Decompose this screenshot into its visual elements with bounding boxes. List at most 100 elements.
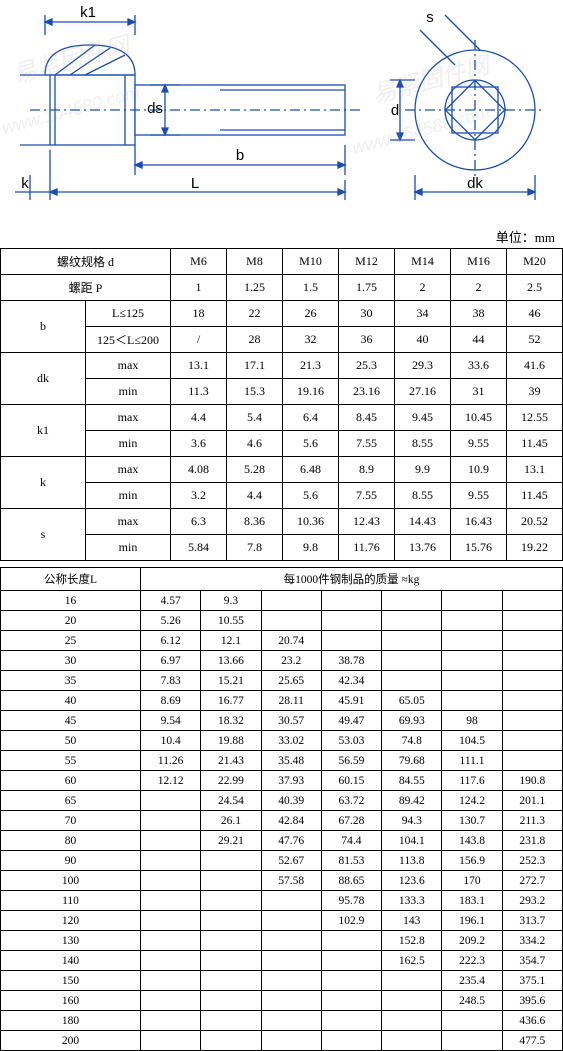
weight-cell: 395.6 [502,991,562,1011]
weight-cell [201,951,261,971]
weight-cell: 16.77 [201,691,261,711]
table-row: 125＜L≤200 /283236404452 [1,327,563,353]
weight-cell [201,991,261,1011]
length-cell: 110 [1,891,141,911]
table-row: 200 477.5 [1,1031,563,1051]
weight-cell: 13.66 [201,651,261,671]
table-row: 11095.78133.3183.1293.2 [1,891,563,911]
weight-cell [141,971,201,991]
length-cell: 45 [1,711,141,731]
weight-cell: 63.72 [321,791,381,811]
weight-cell: 40.39 [261,791,321,811]
diagram-svg: k1 ds b L k s d dk [0,0,563,225]
length-cell: 160 [1,991,141,1011]
length-cell: 40 [1,691,141,711]
length-cell: 90 [1,851,141,871]
table-row: 256.1212.120.74 [1,631,563,651]
length-cell: 120 [1,911,141,931]
weight-cell [261,1031,321,1051]
weight-cell: 60.15 [321,771,381,791]
unit-label: 单位：mm [0,225,563,248]
table-row: min3.64.65.67.558.559.5511.45 [1,431,563,457]
table-row: 180 436.6 [1,1011,563,1031]
weight-cell [261,951,321,971]
table-row: min3.24.45.67.558.559.5511.45 [1,483,563,509]
weight-cell: 19.88 [201,731,261,751]
weight-cell: 88.65 [321,871,381,891]
weight-cell [502,631,562,651]
bolt-diagram: k1 ds b L k s d dk 易紧固件网 www.164580.com … [0,0,563,225]
weight-cell: 11.26 [141,751,201,771]
table-row: 7026.142.8467.2894.3130.7211.3 [1,811,563,831]
weight-cell [502,751,562,771]
weight-cell [502,651,562,671]
weight-cell [321,1031,381,1051]
weight-cell: 38.78 [321,651,381,671]
weight-cell: 123.6 [382,871,442,891]
length-cell: 200 [1,1031,141,1051]
length-cell: 55 [1,751,141,771]
weight-cell: 23.2 [261,651,321,671]
table-row: 120102.9143196.1313.7 [1,911,563,931]
weight-cell [201,871,261,891]
weight-cell [502,711,562,731]
length-cell: 180 [1,1011,141,1031]
table-row: 公称长度L 每1000件钢制品的质量 ≈kg [1,568,563,591]
weight-cell [382,631,442,651]
weight-cell: 7.83 [141,671,201,691]
table-row: 10057.5888.65123.6170272.7 [1,871,563,891]
weight-cell: 6.12 [141,631,201,651]
weight-table: 公称长度L 每1000件钢制品的质量 ≈kg 164.579.3205.2610… [0,567,563,1051]
weight-cell: 42.84 [261,811,321,831]
weight-cell [502,671,562,691]
weight-cell: 477.5 [502,1031,562,1051]
weight-cell: 162.5 [382,951,442,971]
length-cell: 60 [1,771,141,791]
weight-cell [382,651,442,671]
weight-cell [382,991,442,1011]
weight-cell [382,671,442,691]
weight-cell: 4.57 [141,591,201,611]
weight-cell: 49.47 [321,711,381,731]
weight-cell: 98 [442,711,502,731]
weight-cell: 74.8 [382,731,442,751]
table-row: 357.8315.2125.6542.34 [1,671,563,691]
weight-cell [442,671,502,691]
weight-cell: 35.48 [261,751,321,771]
weight-cell: 183.1 [442,891,502,911]
weight-cell: 52.67 [261,851,321,871]
weight-cell [141,851,201,871]
weight-cell [201,1031,261,1051]
weight-cell: 436.6 [502,1011,562,1031]
weight-cell: 53.03 [321,731,381,751]
weight-cell: 133.3 [382,891,442,911]
table-row: 205.2610.55 [1,611,563,631]
weight-cell: 170 [442,871,502,891]
weight-cell [442,1031,502,1051]
length-cell: 130 [1,931,141,951]
length-cell: 70 [1,811,141,831]
weight-cell: 95.78 [321,891,381,911]
weight-cell [201,931,261,951]
weight-cell: 209.2 [442,931,502,951]
weight-cell [321,611,381,631]
weight-cell: 56.59 [321,751,381,771]
weight-cell [141,931,201,951]
weight-cell [442,651,502,671]
weight-cell [382,1031,442,1051]
header-length: 公称长度L [1,568,141,591]
weight-cell: 21.43 [201,751,261,771]
table-row: dkmax13.117.121.325.329.333.641.6 [1,353,563,379]
length-cell: 35 [1,671,141,691]
label-b: b [236,147,244,164]
weight-cell [201,911,261,931]
weight-cell: 152.8 [382,931,442,951]
weight-cell: 201.1 [502,791,562,811]
weight-cell [261,991,321,1011]
weight-cell: 79.68 [382,751,442,771]
weight-cell: 124.2 [442,791,502,811]
weight-cell [141,811,201,831]
weight-cell [382,611,442,631]
weight-cell: 37.93 [261,771,321,791]
weight-cell [321,971,381,991]
